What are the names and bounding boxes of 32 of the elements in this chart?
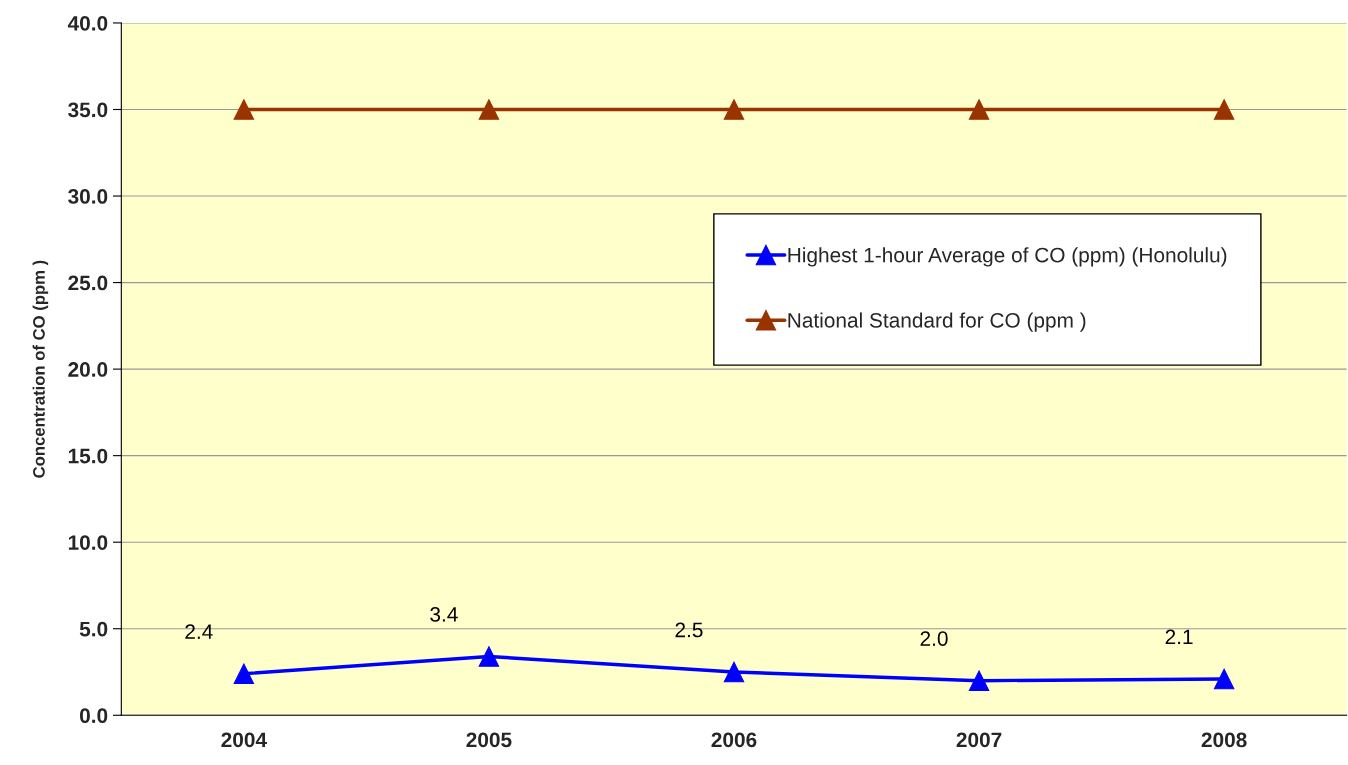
legend-label: National Standard for CO (ppm ) [788,312,1086,332]
y-tick-label: 30.0 [68,189,108,204]
point [1213,99,1235,120]
point [723,661,745,683]
point [233,663,255,684]
x-tick-label: 2008 [1201,732,1247,748]
point [723,99,745,120]
point [968,670,990,691]
x-tick-label: 2006 [711,732,757,748]
data-label: 2.5 [675,622,703,638]
y-tick-label: 20.0 [68,362,108,377]
legend-label: Highest 1-hour Average of CO (ppm) (Honolulu) [788,247,1227,267]
data-label: 2.4 [185,624,213,639]
x-tick-label: 2004 [221,732,267,748]
y-tick-label: 25.0 [68,275,108,291]
point [968,99,990,120]
x-tick-label: 2005 [466,732,512,748]
data-label: 2.0 [920,631,948,646]
y-tick-label: 15.0 [68,448,108,464]
point [478,646,500,667]
point [478,99,500,120]
y-axis-title: Concentration of CO (ppm ) [32,260,49,478]
point [233,99,255,120]
y-tick-label: 0.0 [79,708,108,724]
data-label: 2.1 [1165,629,1193,645]
y-tick-label: 40.0 [67,15,108,31]
y-tick-label: 35.0 [68,102,108,118]
y-tick-label: 10.0 [68,535,108,550]
x-tick-label: 2007 [956,732,1002,748]
y-tick-label: 5.0 [79,621,108,637]
point [1213,668,1235,690]
data-label: 3.4 [430,607,458,622]
